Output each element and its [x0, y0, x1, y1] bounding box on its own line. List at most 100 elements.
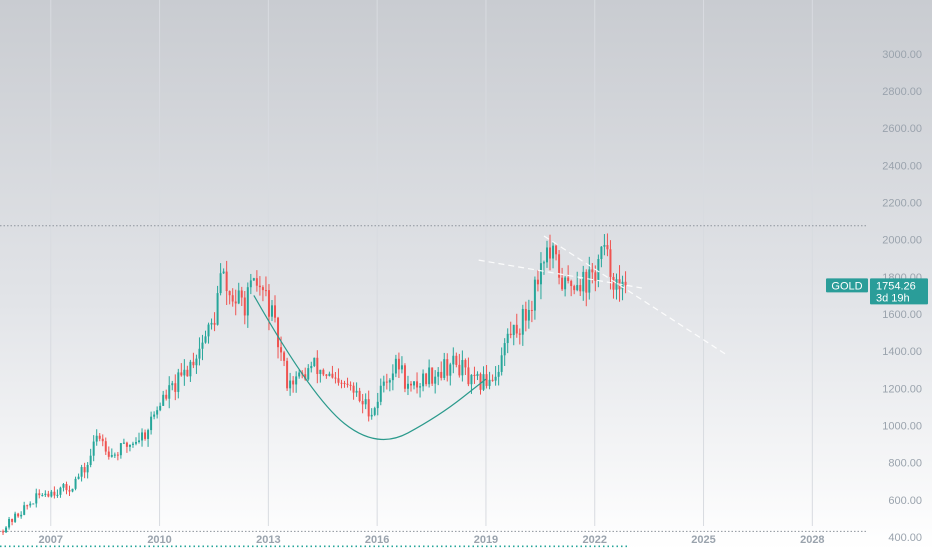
- candle-body: [222, 271, 225, 274]
- candle-body: [86, 464, 89, 473]
- candle-body: [597, 259, 600, 281]
- candle-body: [313, 357, 316, 367]
- y-axis-tick-label: 1400.00: [882, 346, 922, 358]
- candle-body: [35, 493, 38, 504]
- candle-body: [113, 454, 116, 456]
- y-axis-tick-label: 2200.00: [882, 198, 922, 210]
- candle-body: [446, 359, 449, 376]
- candle-body: [382, 381, 385, 386]
- candle-body: [579, 285, 582, 292]
- candle-body: [150, 416, 153, 431]
- candle-body: [376, 401, 379, 409]
- candle-body: [470, 374, 473, 385]
- candle-body: [379, 385, 382, 402]
- candle-body: [304, 374, 307, 380]
- candle-body: [131, 443, 134, 445]
- candle-body: [482, 374, 485, 390]
- candle-body: [38, 493, 41, 496]
- candle-body: [337, 378, 340, 383]
- candle-body: [207, 324, 210, 337]
- candle-body: [325, 374, 328, 376]
- candle-body: [518, 333, 521, 335]
- symbol-tag-text: GOLD: [831, 280, 862, 292]
- y-axis-tick-label: 2400.00: [882, 160, 922, 172]
- candle-body: [449, 364, 452, 376]
- candle-body: [594, 272, 597, 281]
- candle-body: [564, 277, 567, 290]
- candle-body: [539, 263, 542, 285]
- y-axis-tick-label: 1200.00: [882, 383, 922, 395]
- candle-body: [394, 358, 397, 374]
- candle-body: [101, 438, 104, 442]
- candle-body: [8, 519, 11, 528]
- candle-body: [289, 380, 292, 389]
- price-tag-value: 1754.26: [876, 280, 916, 292]
- candle-body: [588, 269, 591, 293]
- candle-body: [162, 394, 165, 406]
- candle-body: [552, 245, 555, 259]
- candle-body: [283, 352, 286, 361]
- candle-body: [249, 280, 252, 288]
- candle-body: [558, 254, 561, 278]
- candle-body: [409, 383, 412, 386]
- y-axis-tick-label: 2800.00: [882, 86, 922, 98]
- candle-body: [373, 408, 376, 415]
- candle-body: [536, 279, 539, 285]
- channel-lower-line: [543, 235, 726, 355]
- candle-body: [370, 414, 373, 417]
- candle-body: [32, 503, 35, 505]
- candle-body: [11, 519, 14, 522]
- candle-body: [68, 490, 71, 492]
- candle-body: [5, 527, 8, 533]
- candle-body: [367, 399, 370, 417]
- candle-body: [431, 367, 434, 384]
- candle-body: [400, 365, 403, 370]
- candle-body: [591, 269, 594, 273]
- candle-body: [346, 383, 349, 385]
- candle-body: [192, 361, 195, 366]
- candle-body: [56, 494, 59, 496]
- candle-body: [17, 513, 20, 517]
- x-axis-tick-label: 2007: [39, 534, 63, 546]
- candle-body: [270, 305, 273, 317]
- candle-body: [243, 297, 246, 316]
- candle-body: [533, 279, 536, 311]
- candle-body: [307, 368, 310, 380]
- candle-body: [89, 455, 92, 465]
- x-axis-tick-label: 2022: [582, 534, 606, 546]
- candle-body: [261, 287, 264, 291]
- y-axis-tick-label: 600.00: [888, 495, 922, 507]
- y-axis-tick-label: 1000.00: [882, 421, 922, 433]
- candle-body: [47, 493, 50, 497]
- candle-body: [53, 491, 56, 496]
- candle-body: [340, 382, 343, 384]
- candle-body: [198, 348, 201, 359]
- candle-body: [319, 369, 322, 374]
- y-axis-tick-label: 2600.00: [882, 123, 922, 135]
- candle-body: [210, 322, 213, 325]
- candle-body: [582, 271, 585, 292]
- price-tag-countdown: 3d 19h: [876, 292, 910, 304]
- candle-body: [144, 432, 147, 439]
- candle-body: [443, 359, 446, 378]
- candle-body: [116, 454, 119, 456]
- candle-body: [110, 455, 113, 457]
- candle-body: [204, 336, 207, 343]
- candle-body: [20, 514, 23, 517]
- candle-body: [364, 399, 367, 405]
- candle-body: [264, 290, 267, 292]
- candle-body: [606, 245, 609, 250]
- candle-body: [361, 400, 364, 405]
- candle-body: [422, 373, 425, 387]
- candle-body: [174, 383, 177, 392]
- candle-body: [491, 379, 494, 381]
- candle-body: [530, 309, 533, 311]
- candle-body: [159, 405, 162, 411]
- candle-body: [464, 360, 467, 368]
- y-axis-tick-label: 400.00: [888, 532, 922, 544]
- candle-body: [280, 347, 283, 353]
- x-axis-tick-label: 2010: [147, 534, 171, 546]
